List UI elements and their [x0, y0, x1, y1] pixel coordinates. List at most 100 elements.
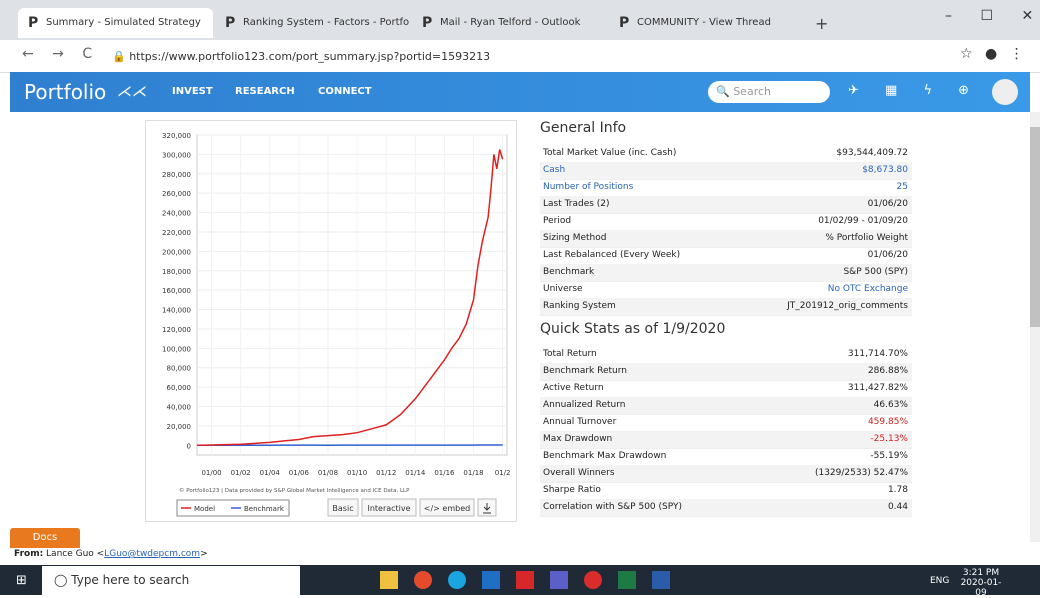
row-value: -55.19%	[870, 448, 908, 465]
start-button[interactable]: ⊞	[16, 573, 27, 588]
download-button[interactable]	[478, 499, 496, 516]
x-tick-label: 01/00	[201, 469, 221, 477]
lang[interactable]: ENG	[930, 576, 949, 586]
nav-link[interactable]: CONNECT	[318, 86, 372, 97]
row-value: $8,673.80	[862, 162, 908, 179]
y-tick-label: 260,000	[162, 190, 191, 198]
info-row: Benchmark Max Drawdown -55.19%	[540, 448, 912, 466]
y-tick-label: 40,000	[167, 404, 192, 412]
legend-label: Model	[194, 505, 215, 513]
row-value: 311,427.82%	[848, 380, 908, 397]
row-value: 0.44	[888, 499, 908, 516]
y-tick-label: 140,000	[162, 307, 191, 315]
row-value: No OTC Exchange	[828, 281, 908, 298]
row-label: Sizing Method	[543, 230, 606, 247]
legend-label: Benchmark	[244, 505, 285, 513]
search-placeholder: Search	[733, 85, 771, 98]
row-value: 01/06/20	[868, 196, 908, 213]
x-tick-label: 01/02	[231, 469, 251, 477]
app-icon[interactable]	[482, 571, 500, 589]
toolbar-icons[interactable]: ☆ ● ⋮	[960, 46, 1024, 62]
row-label: Total Return	[543, 346, 597, 363]
app-icon[interactable]	[652, 571, 670, 589]
search-box[interactable]: 🔍 Search	[708, 81, 830, 103]
row-label: Correlation with S&P 500 (SPY)	[543, 499, 682, 516]
info-row: Sizing Method% Portfolio Weight	[540, 230, 912, 248]
info-row: Total Market Value (inc. Cash) $93,544,40…	[540, 145, 912, 163]
info-row: Last Trades (2) 01/06/20	[540, 196, 912, 214]
row-label: Universe	[543, 281, 583, 298]
app-icon[interactable]	[414, 571, 432, 589]
y-tick-label: 100,000	[162, 345, 191, 353]
row-label: Benchmark Max Drawdown	[543, 448, 666, 465]
section-title: Quick Stats as of 1/9/2020	[540, 321, 725, 337]
new-tab[interactable]: +	[815, 14, 828, 33]
x-tick-label: 01/12	[376, 469, 396, 477]
y-tick-label: 320,000	[162, 132, 191, 140]
tab-icon: P	[225, 8, 235, 38]
from-label: From:	[14, 549, 43, 559]
app-icon[interactable]	[380, 571, 398, 589]
avatar[interactable]	[992, 79, 1018, 105]
address-bar[interactable]: 🔒 https://www.portfolio123.com/port_summ…	[112, 47, 957, 67]
window-controls[interactable]: – ☐ ✕	[945, 8, 1033, 24]
x-tick-label: 01/14	[405, 469, 426, 477]
row-value: (1329/2533) 52.47%	[815, 465, 908, 482]
chart-button[interactable]: </> embed	[420, 499, 474, 516]
nav-link[interactable]: INVEST	[172, 86, 213, 97]
info-row: Last Rebalanced (Every Week)01/06/20	[540, 247, 912, 265]
time: 3:21 PM	[958, 568, 1004, 578]
logo-mark: ⋌⋌	[117, 82, 147, 100]
app-icon[interactable]	[584, 571, 602, 589]
row-value: S&P 500 (SPY)	[843, 264, 908, 281]
footnote: © Portfolio123 | Data provided by S&P Gl…	[179, 487, 410, 494]
row-value: -25.13%	[870, 431, 908, 448]
taskbar-apps	[380, 571, 670, 589]
app-icon[interactable]	[550, 571, 568, 589]
row-label: Last Trades (2)	[543, 196, 610, 213]
tab-icon: P	[28, 8, 38, 38]
nav-buttons[interactable]: ← → C	[22, 46, 92, 62]
nav-link[interactable]: RESEARCH	[235, 86, 295, 97]
row-value: 311,714.70%	[848, 346, 908, 363]
series-line	[197, 150, 503, 446]
from-email[interactable]: LGuo@twdepcm.com	[104, 549, 200, 559]
row-label: Total Market Value (inc. Cash)	[543, 145, 676, 162]
x-tick-label: 01/2	[495, 469, 511, 477]
logo[interactable]: Portfolio	[24, 80, 106, 104]
scrollbar	[1030, 112, 1040, 542]
tab-title: COMMUNITY - View Thread	[637, 17, 771, 28]
chart-button[interactable]: Basic	[328, 499, 358, 516]
docs-button[interactable]: Docs	[10, 528, 80, 548]
row-label: Annual Turnover	[543, 414, 616, 431]
info-row: Total Return 311,714.70%	[540, 346, 912, 364]
row-label: Cash	[543, 162, 565, 179]
chart-button[interactable]: Interactive	[362, 499, 416, 516]
search-text: Type here to search	[71, 573, 189, 587]
info-row: Ranking System JT_201912_orig_comments	[540, 298, 912, 316]
button-label: Basic	[332, 504, 353, 513]
row-value: JT_201912_orig_comments	[787, 298, 908, 315]
y-tick-label: 0	[187, 442, 191, 450]
tab-title: Ranking System - Factors - Portfo	[243, 17, 409, 28]
app-icon[interactable]	[516, 571, 534, 589]
tab[interactable]: P Ranking System - Factors - Portfo	[215, 8, 410, 38]
row-value: 46.63%	[874, 397, 908, 414]
app-icon[interactable]	[448, 571, 466, 589]
row-label: Ranking System	[543, 298, 616, 315]
row-value: $93,544,409.72	[836, 145, 908, 162]
app-icon[interactable]	[618, 571, 636, 589]
taskbar-search[interactable]: ◯ Type here to search	[42, 566, 300, 595]
y-tick-label: 20,000	[167, 423, 192, 431]
row-label: Active Return	[543, 380, 604, 397]
info-row: Universe No OTC Exchange	[540, 281, 912, 299]
nav-icons[interactable]: ✈ ▦ ϟ ⊕	[848, 83, 969, 98]
row-value: 286.88%	[868, 363, 908, 380]
